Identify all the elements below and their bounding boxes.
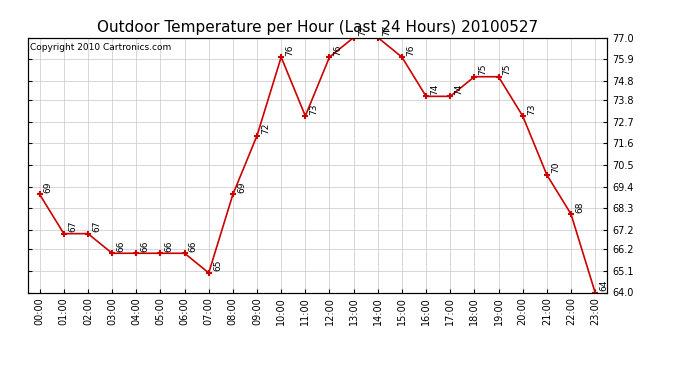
Text: 66: 66 xyxy=(189,240,198,252)
Title: Outdoor Temperature per Hour (Last 24 Hours) 20100527: Outdoor Temperature per Hour (Last 24 Ho… xyxy=(97,20,538,35)
Text: 72: 72 xyxy=(262,123,270,134)
Text: 67: 67 xyxy=(92,221,101,232)
Text: 65: 65 xyxy=(213,260,222,272)
Text: 68: 68 xyxy=(575,201,584,213)
Text: 67: 67 xyxy=(68,221,77,232)
Text: 70: 70 xyxy=(551,162,560,173)
Text: 76: 76 xyxy=(334,44,343,56)
Text: 69: 69 xyxy=(44,182,53,193)
Text: 73: 73 xyxy=(310,103,319,115)
Text: 69: 69 xyxy=(237,182,246,193)
Text: 76: 76 xyxy=(286,44,295,56)
Text: 75: 75 xyxy=(503,64,512,75)
Text: 64: 64 xyxy=(600,280,609,291)
Text: 75: 75 xyxy=(479,64,488,75)
Text: 66: 66 xyxy=(141,240,150,252)
Text: 76: 76 xyxy=(406,44,415,56)
Text: Copyright 2010 Cartronics.com: Copyright 2010 Cartronics.com xyxy=(30,43,172,52)
Text: 66: 66 xyxy=(165,240,174,252)
Text: 77: 77 xyxy=(382,25,391,36)
Text: 74: 74 xyxy=(455,84,464,95)
Text: 66: 66 xyxy=(117,240,126,252)
Text: 77: 77 xyxy=(358,25,367,36)
Text: 74: 74 xyxy=(431,84,440,95)
Text: 73: 73 xyxy=(527,103,536,115)
